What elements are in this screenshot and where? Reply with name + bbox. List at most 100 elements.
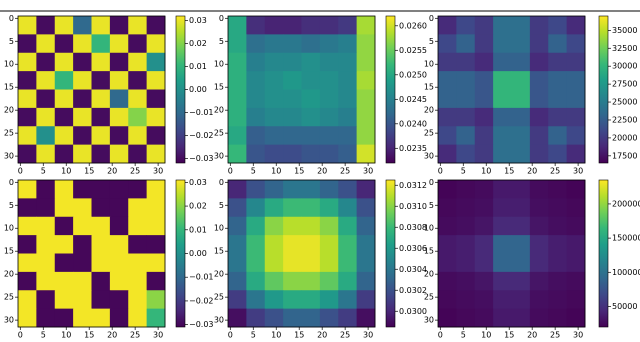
heatmap-cell (18, 271, 37, 291)
heatmap-cell (246, 253, 266, 273)
heatmap-cell (109, 107, 129, 127)
colorbar (175, 15, 186, 164)
heatmap-cell (438, 180, 457, 199)
heatmap-cell (356, 107, 376, 127)
heatmap-cell (18, 144, 37, 164)
heatmap-cell (128, 180, 148, 199)
heatmap-cell (109, 253, 129, 273)
heatmap-cell (474, 16, 494, 35)
heatmap-cell (228, 253, 247, 273)
y-tick-label: 15 (214, 247, 224, 256)
heatmap-cell (54, 198, 74, 218)
x-tick-label: 25 (130, 331, 140, 340)
heatmap-cell (109, 126, 129, 146)
y-tick-label: 10 (4, 60, 14, 69)
colorbar-tick-label: 200000 (612, 199, 640, 208)
heatmap-cell (264, 198, 284, 218)
heatmap-cell (529, 107, 549, 127)
heatmap-cell (36, 107, 56, 127)
y-tick-label: 0 (9, 178, 14, 187)
heatmap-cell (548, 89, 568, 109)
y-tick-label: 0 (429, 14, 434, 23)
x-tick-label: 0 (438, 331, 443, 340)
heatmap-cell (338, 271, 358, 291)
heatmap-cell (301, 235, 321, 254)
colorbar-tick-label: −0.03 (189, 320, 214, 329)
x-tick-label: 10 (481, 331, 491, 340)
heatmap-cell (301, 271, 321, 291)
heatmap-cell (246, 144, 266, 164)
y-tick-label: 30 (4, 152, 14, 161)
heatmap-cell (301, 144, 321, 164)
heatmap-cell (228, 290, 247, 310)
y-tick-label: 15 (4, 83, 14, 92)
heatmap-cell (456, 271, 476, 291)
heatmap-cell (283, 89, 302, 109)
heatmap-cell (73, 16, 92, 35)
x-tick-label: 15 (84, 331, 94, 340)
heatmap-cell (493, 16, 512, 35)
x-tick-label: 25 (340, 167, 350, 176)
heatmap-cell (146, 52, 166, 72)
heatmap-cell (36, 89, 56, 109)
colorbar-tick-label: 22500 (612, 115, 637, 124)
heatmap-cell (456, 253, 476, 273)
heatmap-cell (18, 308, 37, 328)
y-tick-label: 20 (4, 106, 14, 115)
y-tick-label: 5 (9, 37, 14, 46)
heatmap-cell (456, 180, 476, 199)
heatmap-cell (246, 34, 266, 54)
heatmap-cell (319, 308, 339, 328)
heatmap-cell (511, 144, 531, 164)
heatmap-cell (338, 308, 358, 328)
heatmap-cell (511, 107, 531, 127)
heatmap-cell (54, 290, 74, 310)
heatmap-cell (54, 253, 74, 273)
heatmap-cell (264, 144, 284, 164)
heatmap-cell (283, 180, 302, 199)
heatmap-cell (338, 290, 358, 310)
x-tick-label: 20 (107, 167, 117, 176)
heatmap-cell (319, 52, 339, 72)
heatmap-cell (283, 290, 302, 310)
heatmap-cell (493, 34, 512, 54)
x-tick-label: 15 (504, 167, 514, 176)
colorbar-tick-label: 0.0250 (399, 70, 427, 79)
heatmap-cell (456, 144, 476, 164)
colorbar-tick-label: 0.0312 (399, 181, 427, 190)
heatmap-cell (283, 16, 302, 35)
heatmap-cell (246, 235, 266, 254)
heatmap-cell (456, 71, 476, 90)
y-tick-label: 10 (4, 224, 14, 233)
heatmap-cell (264, 89, 284, 109)
heatmap-cell (338, 16, 358, 35)
heatmap-cell (109, 271, 129, 291)
heatmap-cell (338, 180, 358, 199)
heatmap-cell (36, 235, 56, 254)
y-tick-label: 20 (424, 106, 434, 115)
heatmap-cell (91, 71, 111, 90)
heatmap-cell (301, 34, 321, 54)
heatmap-cell (456, 107, 476, 127)
heatmap-cell (228, 126, 247, 146)
heatmap-cell (109, 216, 129, 236)
heatmap-cell (356, 180, 376, 199)
heatmap-cell (283, 253, 302, 273)
y-tick-label: 20 (214, 106, 224, 115)
heatmap-cell (146, 107, 166, 127)
x-tick-label: 0 (228, 167, 233, 176)
heatmap-cell (493, 253, 512, 273)
axes-frame (437, 179, 586, 328)
heatmap-cell (511, 52, 531, 72)
heatmap-cell (264, 52, 284, 72)
x-tick-label: 15 (294, 167, 304, 176)
colorbar-tick-label: 0.0255 (399, 46, 427, 55)
heatmap-cell (228, 34, 247, 54)
heatmap-cell (356, 308, 376, 328)
heatmap-cell (228, 107, 247, 127)
heatmap-cell (529, 180, 549, 199)
heatmap-cell (529, 216, 549, 236)
heatmap-cell (54, 308, 74, 328)
heatmap-cell (18, 290, 37, 310)
y-tick-label: 10 (214, 224, 224, 233)
